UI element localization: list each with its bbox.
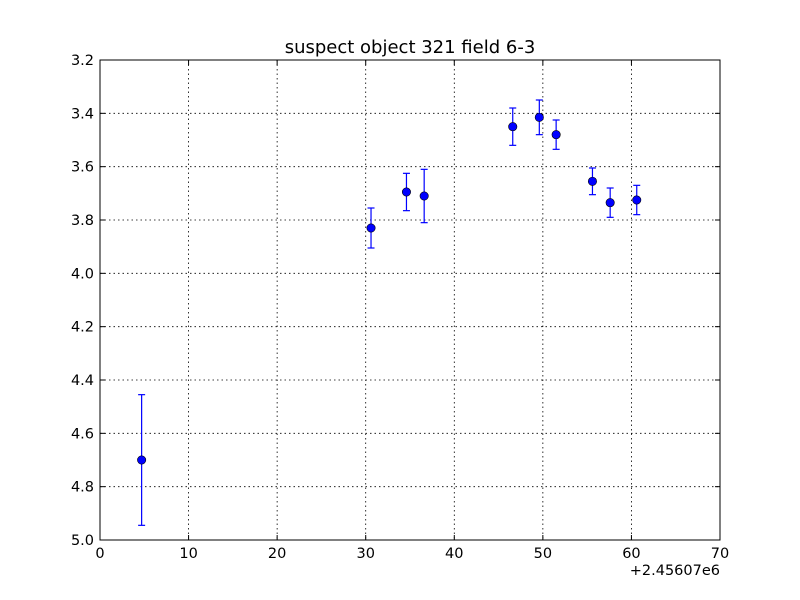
data-point (366, 223, 376, 233)
axes-frame (99, 59, 721, 541)
x-offset-label: +2.45607e6 (630, 563, 720, 579)
y-tick-label: 3.2 (71, 53, 94, 69)
y-tick-label: 4.4 (71, 373, 94, 389)
x-tick-label: 60 (622, 546, 640, 562)
grid (100, 60, 720, 540)
y-tick-label: 4.0 (71, 266, 94, 282)
y-tick-label: 3.4 (71, 106, 94, 122)
y-tick-label: 3.6 (71, 160, 94, 176)
y-tick-label: 4.2 (71, 320, 94, 336)
x-tick-label: 50 (534, 546, 552, 562)
x-tick-label: 0 (95, 546, 104, 562)
x-tick-label: 40 (445, 546, 463, 562)
x-tick-label: 10 (179, 546, 197, 562)
data-point (551, 130, 561, 140)
data-points (137, 112, 642, 465)
x-tick-label: 30 (356, 546, 374, 562)
data-point (534, 112, 544, 122)
y-tick-label: 4.6 (71, 426, 94, 442)
data-point (605, 198, 615, 208)
data-point (401, 187, 411, 197)
data-point (419, 191, 429, 201)
data-point (137, 455, 147, 465)
x-tick-label: 70 (711, 546, 729, 562)
tick-labels: 0 10 20 30 40 50 60 70 3.2 3.4 3.6 3.8 4.0 4.2 4.4 4.6 4… (71, 53, 729, 562)
chart-title: suspect object 321 field 6-3 (285, 37, 536, 58)
data-point (587, 176, 597, 186)
x-tick-label: 20 (268, 546, 286, 562)
y-tick-label: 5.0 (71, 533, 94, 549)
data-point (632, 195, 642, 205)
y-tick-label: 4.8 (71, 480, 94, 496)
y-tick-label: 3.8 (71, 213, 94, 229)
data-point (508, 122, 518, 132)
